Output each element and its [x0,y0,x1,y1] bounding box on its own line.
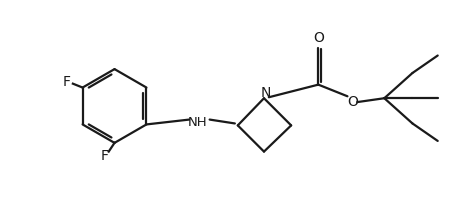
Text: O: O [347,95,358,109]
Text: F: F [101,149,109,164]
Text: NH: NH [188,116,208,129]
Text: N: N [261,86,271,100]
Text: O: O [313,31,324,45]
Text: F: F [63,75,71,89]
